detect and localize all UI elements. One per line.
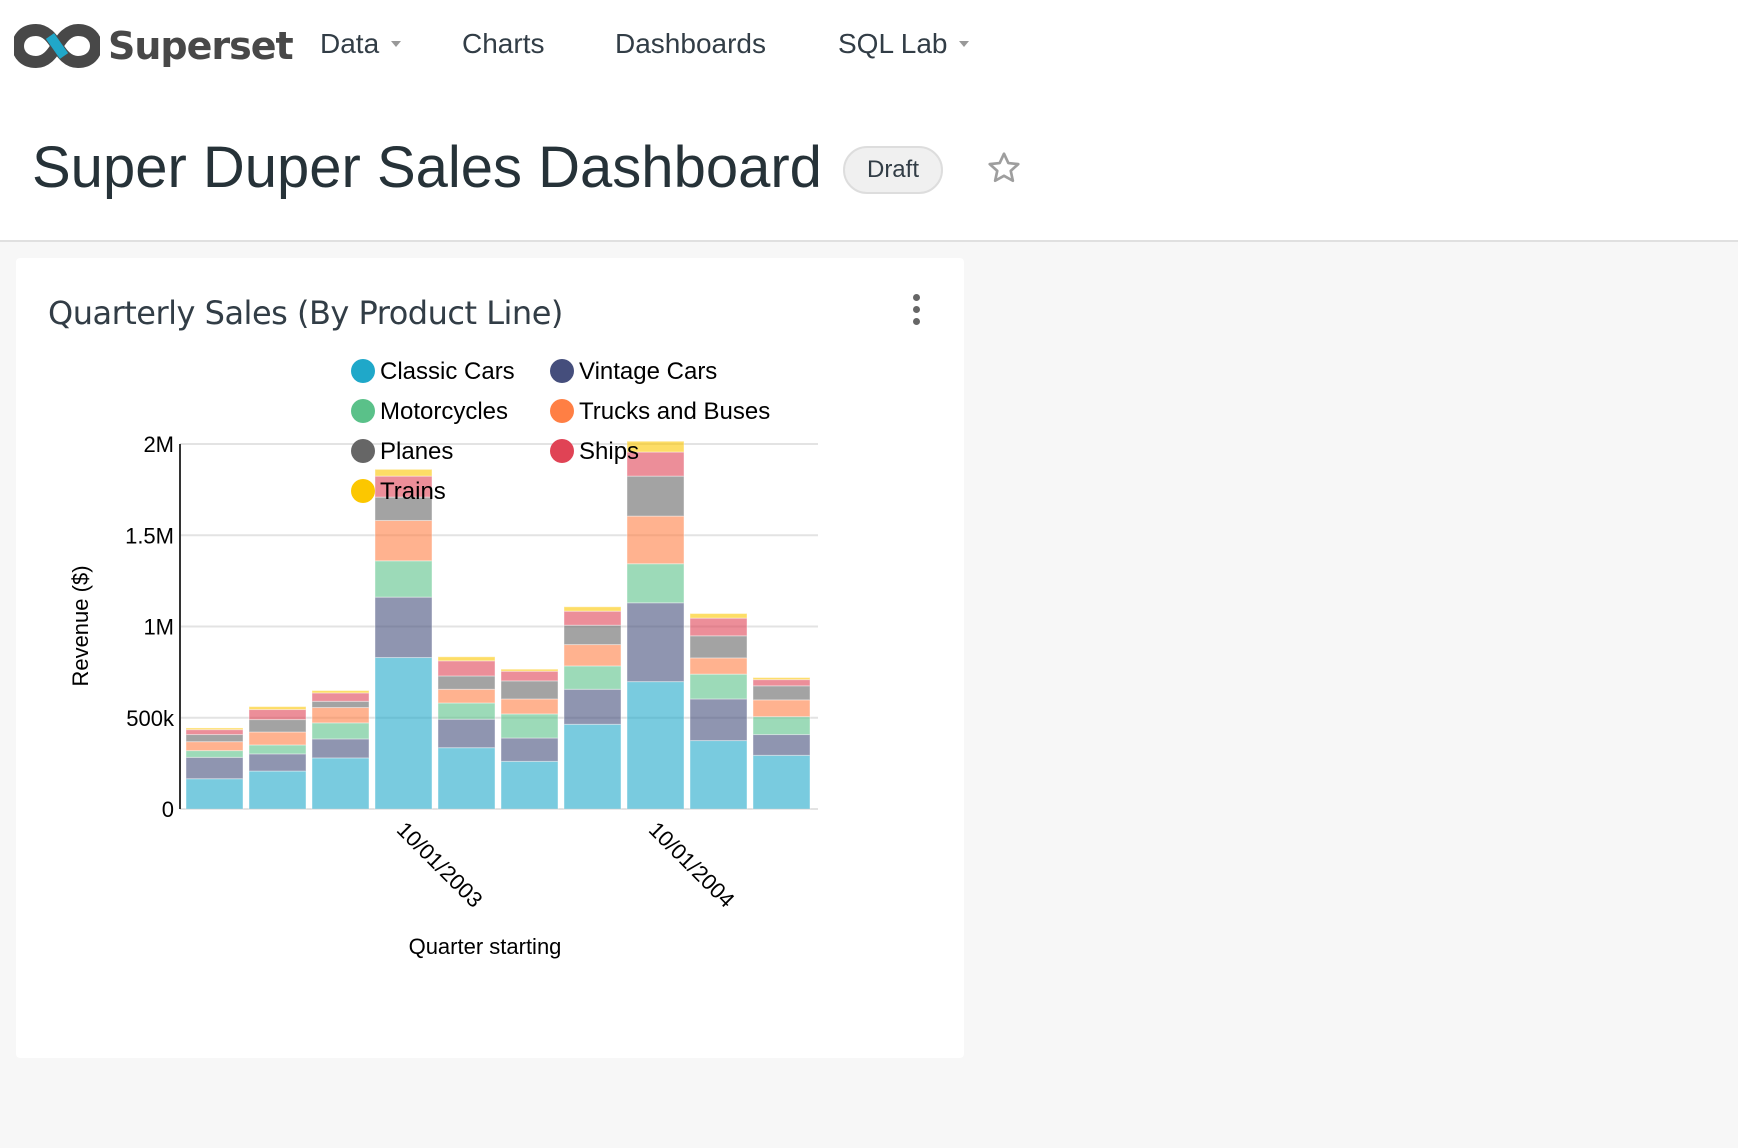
nav-data[interactable]: Data xyxy=(320,28,402,60)
nav-data-label: Data xyxy=(320,28,380,59)
caret-down-icon xyxy=(391,41,402,47)
nav-charts[interactable]: Charts xyxy=(462,28,544,60)
superset-logo-icon xyxy=(14,23,100,69)
header: Superset Data Charts Dashboards SQL Lab … xyxy=(0,0,1738,242)
brand-name: Superset xyxy=(108,24,294,68)
chart-title: Quarterly Sales (By Product Line) xyxy=(48,294,563,332)
dashboard-title[interactable]: Super Duper Sales Dashboard xyxy=(32,135,822,200)
nav-dashboards[interactable]: Dashboards xyxy=(615,28,766,60)
chart-card: Quarterly Sales (By Product Line) xyxy=(16,258,964,1058)
more-vertical-icon[interactable] xyxy=(906,294,926,330)
superset-logo[interactable]: Superset xyxy=(14,22,294,70)
nav-sql-lab[interactable]: SQL Lab xyxy=(838,28,970,60)
nav-dashboards-label: Dashboards xyxy=(615,28,766,59)
caret-down-icon xyxy=(959,41,970,47)
nav-charts-label: Charts xyxy=(462,28,545,59)
favorite-star-icon[interactable] xyxy=(986,150,1022,191)
status-badge[interactable]: Draft xyxy=(843,146,943,194)
nav-sql-lab-label: SQL Lab xyxy=(838,28,948,59)
